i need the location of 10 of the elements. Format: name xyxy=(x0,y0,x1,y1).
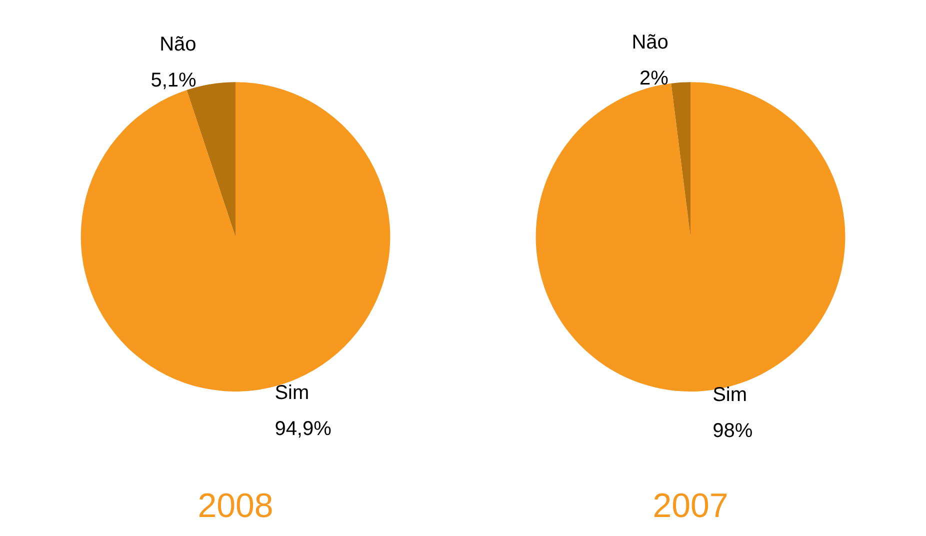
slice-label: Sim xyxy=(712,384,748,406)
slice-label: Não xyxy=(160,33,196,56)
data-label: 94,9% xyxy=(274,418,332,440)
data-label: 98% xyxy=(712,420,753,442)
data-label: 2% xyxy=(640,67,669,90)
data-label: 5,1% xyxy=(150,69,197,92)
slice-label: Não xyxy=(632,31,668,54)
slice-label: Sim xyxy=(274,382,310,404)
text: 2008 xyxy=(198,487,274,525)
text: 2007 xyxy=(652,487,728,525)
